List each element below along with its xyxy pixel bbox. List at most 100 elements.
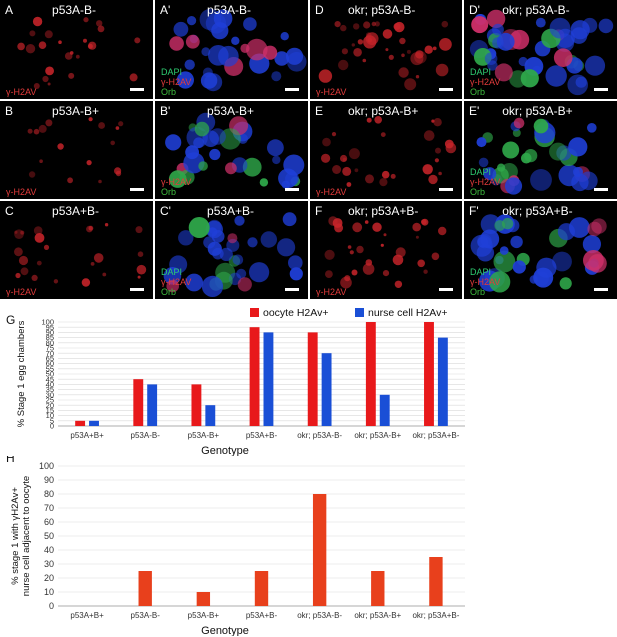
panel-label: D — [315, 3, 324, 17]
legend-swatch — [355, 308, 364, 317]
panel-label: G — [6, 313, 15, 327]
channel-label: Orb — [470, 87, 486, 97]
x-tick-label: p53A-B+ — [188, 431, 220, 440]
channel-label: DAPI — [470, 167, 492, 177]
panel-label: D' — [469, 3, 480, 17]
x-tick-label: p53A+B+ — [70, 431, 104, 440]
channel-label: γ-H2AV — [6, 287, 37, 297]
channel-label: γ-H2AV — [161, 277, 192, 287]
x-tick-label: okr; p53A-B+ — [354, 431, 401, 440]
panel-label: F' — [469, 204, 479, 218]
y-tick-label: 10 — [44, 587, 54, 597]
y-tick-label: 10 — [46, 411, 54, 420]
bar — [249, 327, 260, 426]
bar — [424, 322, 434, 426]
panel-genotype-title: okr; p53A-B+ — [502, 104, 573, 118]
channel-label: Orb — [161, 87, 177, 97]
micrograph-panel-a2: A' p53A-B- DAPI γ-H2AV Orb — [155, 0, 308, 99]
bar — [312, 494, 327, 606]
y-tick-label: 50 — [46, 370, 54, 379]
channel-label: γ-H2AV — [470, 177, 501, 187]
y-axis-title: % Stage 1 egg chambers — [16, 320, 27, 427]
channel-label: DAPI — [470, 267, 492, 277]
channel-label: DAPI — [161, 267, 183, 277]
y-tick-label: 40 — [46, 380, 54, 389]
channel-label: Orb — [161, 287, 177, 297]
bar — [307, 332, 318, 426]
y-tick-label: 30 — [46, 390, 54, 399]
x-tick-label: okr; p53A+B- — [412, 611, 459, 620]
panel-label: A' — [160, 3, 171, 17]
x-tick-label: p53A-B- — [131, 431, 161, 440]
scale-bar — [130, 288, 144, 291]
y-tick-label: 15 — [46, 406, 54, 415]
bar — [89, 420, 99, 426]
panel-genotype-title: okr; p53A-B- — [348, 3, 416, 17]
micrograph-image — [17, 16, 141, 89]
bar — [365, 322, 376, 426]
panel-genotype-title: p53A-B- — [207, 3, 252, 17]
x-tick-label: okr; p53A+B- — [412, 431, 459, 440]
micrograph-panel-d2: D' okr; p53A-B- DAPI γ-H2AV Orb — [464, 0, 617, 99]
y-tick-label: 80 — [46, 338, 54, 347]
x-tick-label: p53A+B- — [246, 611, 278, 620]
micrograph-image — [324, 216, 447, 289]
x-tick-label: p53A-B- — [131, 611, 161, 620]
y-tick-label: 25 — [46, 396, 54, 405]
panel-label: H — [6, 456, 15, 465]
scale-bar — [439, 88, 453, 91]
x-axis-title: Genotype — [201, 445, 249, 456]
y-tick-label: 80 — [44, 489, 54, 499]
bar — [379, 394, 390, 426]
y-tick-label: 100 — [39, 461, 54, 471]
y-axis-title: % stage 1 with γH2Av+ — [10, 487, 21, 585]
scale-bar — [285, 88, 299, 91]
scale-bar — [439, 288, 453, 291]
panel-genotype-title: okr; p53A+B- — [502, 204, 573, 218]
panel-label: E — [315, 104, 324, 118]
y-tick-label: 50 — [44, 531, 54, 541]
chart-h-svg: H 0 10 20 30 40 50 60 70 80 90 100 p53A+B+ p53A-B-p53… — [6, 456, 465, 636]
bar — [371, 571, 385, 606]
scale-bar — [130, 88, 144, 91]
panel-label: F — [315, 204, 323, 218]
scale-bar — [285, 288, 299, 291]
y-tick-label: 70 — [44, 503, 54, 513]
channel-label: DAPI — [161, 67, 183, 77]
y-tick-label: 0 — [50, 422, 54, 431]
x-tick-label: okr; p53A-B+ — [354, 611, 401, 620]
channel-label: γ-H2AV — [6, 87, 37, 97]
micrograph-image — [163, 212, 303, 297]
y-tick-label: 20 — [44, 573, 54, 583]
y-tick-label: 90 — [44, 475, 54, 485]
micrograph-panel-c2: C' p53A+B- DAPI γ-H2AV Orb — [155, 201, 308, 299]
panel-genotype-title: p53A+B- — [52, 204, 100, 218]
panel-label: E' — [469, 104, 480, 118]
micrograph-image — [169, 8, 307, 92]
micrograph-image — [165, 112, 305, 189]
channel-label: γ-H2AV — [316, 187, 347, 197]
legend-swatch — [250, 308, 259, 317]
panel-genotype-title: p53A-B+ — [207, 104, 255, 118]
legend-label: nurse cell H2Av+ — [368, 307, 447, 319]
panel-label: A — [5, 3, 14, 17]
scale-bar — [594, 188, 608, 191]
channel-label: γ-H2AV — [161, 77, 192, 87]
y-tick-label: 85 — [46, 333, 54, 342]
bar — [196, 592, 211, 606]
panel-genotype-title: p53A-B- — [52, 3, 97, 17]
y-tick-label: 75 — [46, 344, 54, 353]
panel-genotype-title: okr; p53A-B+ — [348, 104, 419, 118]
channel-label: Orb — [470, 287, 486, 297]
micrograph-panel-e2: E' okr; p53A-B+ DAPI γ-H2AV Orb — [464, 101, 617, 199]
y-tick-label: 40 — [44, 545, 54, 555]
x-tick-label: okr; p53A-B- — [297, 431, 342, 440]
micrograph-image — [27, 117, 124, 184]
channel-label: DAPI — [470, 67, 492, 77]
panel-genotype-title: p53A-B+ — [52, 104, 100, 118]
